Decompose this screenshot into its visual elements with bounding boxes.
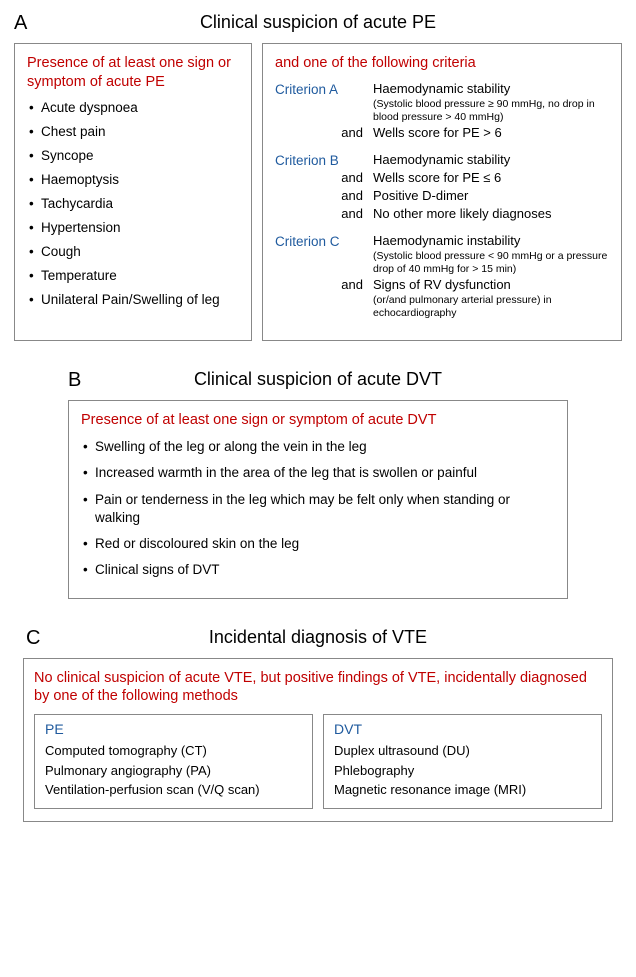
pe-criteria-box: and one of the following criteria Criter… bbox=[262, 43, 622, 341]
and-word: and bbox=[275, 55, 299, 71]
pe-sign-item: Haemoptysis bbox=[29, 172, 239, 187]
dvt-signs-box: Presence of at least one sign or symptom… bbox=[68, 400, 568, 598]
section-c-label: C bbox=[26, 627, 40, 650]
pe-sign-item: Syncope bbox=[29, 148, 239, 163]
criterion-text: Haemodynamic stability(Systolic blood pr… bbox=[373, 81, 609, 124]
section-b-title-row: B Clinical suspicion of acute DVT bbox=[14, 369, 622, 390]
pe-sign-item: Unilateral Pain/Swelling of leg bbox=[29, 292, 239, 307]
pe-sign-item: Temperature bbox=[29, 268, 239, 283]
criterion-row: andWells score for PE ≤ 6 bbox=[275, 170, 609, 187]
vte-box: No clinical suspicion of acute VTE, but … bbox=[23, 658, 613, 822]
criterion-row: andWells score for PE > 6 bbox=[275, 125, 609, 142]
dvt-signs-heading: Presence of at least one sign or symptom… bbox=[81, 411, 555, 430]
dvt-methods-list: Duplex ultrasound (DU)PhlebographyMagnet… bbox=[334, 741, 591, 800]
criterion-main: Wells score for PE ≤ 6 bbox=[373, 170, 609, 187]
pe-sign-item: Acute dyspnoea bbox=[29, 100, 239, 115]
pe-signs-heading: Presence of at least one sign or symptom… bbox=[27, 54, 239, 92]
criterion-row: Criterion CHaemodynamic instability(Syst… bbox=[275, 233, 609, 276]
criterion-text: Haemodynamic instability(Systolic blood … bbox=[373, 233, 609, 276]
criterion-label: Criterion A bbox=[275, 81, 373, 124]
dvt-sign-item: Pain or tenderness in the leg which may … bbox=[83, 491, 555, 527]
pe-sign-item: Tachycardia bbox=[29, 196, 239, 211]
section-a-label: A bbox=[14, 12, 27, 35]
pe-signs-box: Presence of at least one sign or symptom… bbox=[14, 43, 252, 341]
dvt-method-item: Phlebography bbox=[334, 761, 591, 781]
pe-signs-list: Acute dyspnoea Chest pain Syncope Haemoptys… bbox=[27, 100, 239, 307]
criterion-main: No other more likely diagnoses bbox=[373, 206, 609, 223]
dvt-methods-label: DVT bbox=[334, 721, 591, 737]
criterion-row: andPositive D-dimer bbox=[275, 188, 609, 205]
dvt-sign-item: Swelling of the leg or along the vein in… bbox=[83, 438, 555, 456]
section-b: B Clinical suspicion of acute DVT Presen… bbox=[14, 369, 622, 598]
pe-methods-box: PE Computed tomography (CT)Pulmonary ang… bbox=[34, 714, 313, 809]
dvt-methods-box: DVT Duplex ultrasound (DU)PhlebographyMa… bbox=[323, 714, 602, 809]
criterion-text: Positive D-dimer bbox=[373, 188, 609, 205]
pe-method-item: Pulmonary angiography (PA) bbox=[45, 761, 302, 781]
criteria-container: Criterion AHaemodynamic stability(Systol… bbox=[275, 81, 609, 321]
pe-method-item: Computed tomography (CT) bbox=[45, 741, 302, 761]
criterion-label: Criterion C bbox=[275, 233, 373, 276]
criterion-text: Signs of RV dysfunction(or/and pulmonary… bbox=[373, 277, 609, 320]
criterion-text: Wells score for PE > 6 bbox=[373, 125, 609, 142]
criterion-sub: (Systolic blood pressure < 90 mmHg or a … bbox=[373, 250, 609, 276]
criterion-block: Criterion AHaemodynamic stability(Systol… bbox=[275, 81, 609, 142]
criterion-row: andNo other more likely diagnoses bbox=[275, 206, 609, 223]
criterion-sub: (Systolic blood pressure ≥ 90 mmHg, no d… bbox=[373, 98, 609, 124]
pe-sign-item: Cough bbox=[29, 244, 239, 259]
dvt-sign-item: Clinical signs of DVT bbox=[83, 561, 555, 579]
criterion-row: andSigns of RV dysfunction(or/and pulmon… bbox=[275, 277, 609, 320]
criterion-row: Criterion BHaemodynamic stability bbox=[275, 152, 609, 170]
dvt-method-item: Duplex ultrasound (DU) bbox=[334, 741, 591, 761]
criterion-text: Haemodynamic stability bbox=[373, 152, 609, 170]
criterion-block: Criterion CHaemodynamic instability(Syst… bbox=[275, 233, 609, 320]
criterion-main: Signs of RV dysfunction bbox=[373, 277, 609, 294]
criterion-main: Positive D-dimer bbox=[373, 188, 609, 205]
section-b-title: Clinical suspicion of acute DVT bbox=[14, 369, 622, 390]
criterion-and: and bbox=[275, 206, 373, 223]
criterion-block: Criterion BHaemodynamic stabilityandWell… bbox=[275, 152, 609, 223]
section-a-title: Clinical suspicion of acute PE bbox=[14, 12, 622, 33]
criterion-label: Criterion B bbox=[275, 152, 373, 170]
pe-methods-list: Computed tomography (CT)Pulmonary angiog… bbox=[45, 741, 302, 800]
criterion-main: Haemodynamic stability bbox=[373, 81, 609, 98]
section-a-panels: Presence of at least one sign or symptom… bbox=[14, 43, 622, 341]
section-a: A Clinical suspicion of acute PE Presenc… bbox=[14, 12, 622, 341]
criterion-and: and bbox=[275, 188, 373, 205]
section-c-title: Incidental diagnosis of VTE bbox=[14, 627, 622, 648]
pe-sign-item: Hypertension bbox=[29, 220, 239, 235]
section-c-title-row: C Incidental diagnosis of VTE bbox=[14, 627, 622, 648]
criterion-row: Criterion AHaemodynamic stability(Systol… bbox=[275, 81, 609, 124]
criterion-text: Wells score for PE ≤ 6 bbox=[373, 170, 609, 187]
pe-criteria-heading-rest: one of the following criteria bbox=[299, 55, 476, 71]
section-a-title-row: A Clinical suspicion of acute PE bbox=[14, 12, 622, 33]
section-c: C Incidental diagnosis of VTE No clinica… bbox=[14, 627, 622, 822]
pe-method-item: Ventilation-perfusion scan (V/Q scan) bbox=[45, 780, 302, 800]
pe-methods-label: PE bbox=[45, 721, 302, 737]
criterion-main: Wells score for PE > 6 bbox=[373, 125, 609, 142]
criterion-and: and bbox=[275, 277, 373, 320]
criterion-sub: (or/and pulmonary arterial pressure) in … bbox=[373, 294, 609, 320]
vte-methods-row: PE Computed tomography (CT)Pulmonary ang… bbox=[34, 714, 602, 809]
vte-heading: No clinical suspicion of acute VTE, but … bbox=[34, 669, 602, 707]
section-b-label: B bbox=[68, 369, 81, 392]
pe-criteria-heading: and one of the following criteria bbox=[275, 54, 609, 73]
criterion-text: No other more likely diagnoses bbox=[373, 206, 609, 223]
dvt-sign-item: Red or discoloured skin on the leg bbox=[83, 535, 555, 553]
criterion-main: Haemodynamic stability bbox=[373, 152, 609, 169]
criterion-and: and bbox=[275, 170, 373, 187]
dvt-method-item: Magnetic resonance image (MRI) bbox=[334, 780, 591, 800]
dvt-signs-list: Swelling of the leg or along the vein in… bbox=[81, 438, 555, 579]
pe-sign-item: Chest pain bbox=[29, 124, 239, 139]
dvt-sign-item: Increased warmth in the area of the leg … bbox=[83, 464, 555, 482]
criterion-main: Haemodynamic instability bbox=[373, 233, 609, 250]
criterion-and: and bbox=[275, 125, 373, 142]
